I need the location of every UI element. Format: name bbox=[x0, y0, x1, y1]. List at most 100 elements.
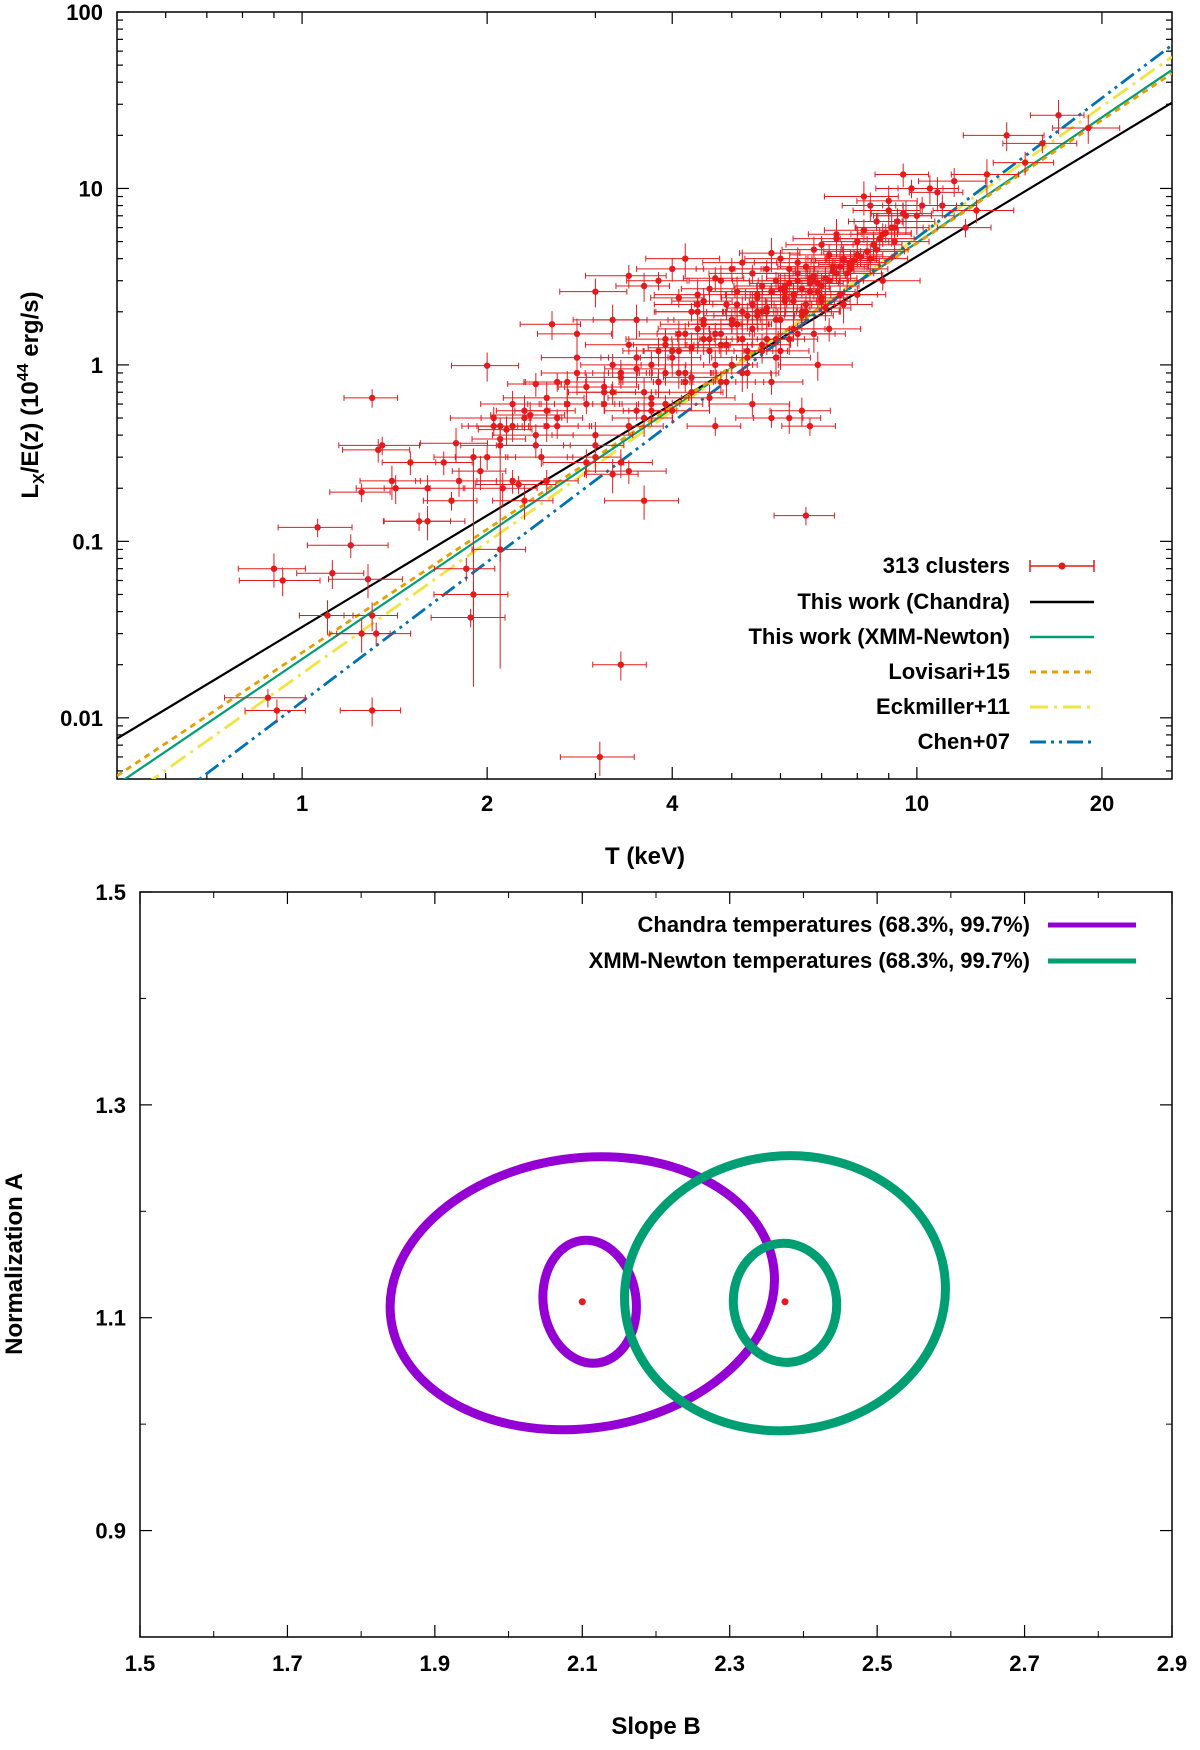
cluster-point bbox=[584, 264, 667, 289]
cluster-point bbox=[680, 275, 736, 305]
cluster-point bbox=[381, 451, 437, 476]
cluster-point bbox=[735, 409, 804, 428]
cluster-point bbox=[838, 272, 921, 291]
cluster-point bbox=[568, 381, 637, 405]
cluster-point bbox=[383, 506, 466, 541]
cluster-point bbox=[238, 567, 321, 597]
cluster-point bbox=[950, 159, 1019, 194]
cluster-point bbox=[870, 202, 933, 227]
cluster-point bbox=[383, 475, 466, 505]
contour-y-tick-label: 1.1 bbox=[95, 1306, 126, 1331]
ylabel-sub: X bbox=[31, 473, 48, 484]
cluster-point bbox=[671, 287, 733, 317]
cluster-point bbox=[882, 196, 958, 216]
cluster-point bbox=[777, 351, 853, 381]
cluster-point bbox=[788, 262, 871, 281]
cluster-point bbox=[527, 388, 603, 424]
contour-y-tick-label: 1.5 bbox=[95, 880, 126, 905]
y-tick-label: 1 bbox=[91, 353, 103, 378]
cluster-point bbox=[823, 181, 899, 216]
cluster-point bbox=[296, 560, 365, 590]
cluster-point bbox=[823, 236, 905, 271]
cluster-point bbox=[702, 249, 778, 279]
cluster-point bbox=[510, 470, 579, 494]
cluster-point bbox=[329, 618, 391, 653]
contour-x-tick-label: 2.5 bbox=[862, 1651, 893, 1676]
cluster-point bbox=[633, 329, 695, 364]
legend: 313 clusters This work (Chandra) This wo… bbox=[748, 553, 1095, 754]
lx-t-relation-chart: 1 2 4 10 20 0.01 0.1 1 10 100 LX/E(z) (1044 erg/s… bbox=[15, 0, 1173, 870]
cluster-point bbox=[557, 373, 613, 403]
contour-group bbox=[385, 1151, 950, 1436]
cluster-point bbox=[1002, 134, 1078, 154]
cluster-point bbox=[224, 689, 306, 708]
cluster-point bbox=[329, 483, 391, 502]
cluster-point bbox=[773, 506, 835, 526]
cluster-point bbox=[682, 267, 745, 291]
cluster-point bbox=[343, 602, 399, 632]
x-axis-label: T (keV) bbox=[605, 843, 685, 870]
legend-label-xmm-temps: XMM-Newton temperatures (68.3%, 99.7%) bbox=[589, 948, 1030, 973]
xmm-contour-68-3 bbox=[728, 1238, 842, 1367]
cluster-point bbox=[709, 357, 772, 393]
cluster-point bbox=[604, 485, 679, 520]
cluster-point bbox=[769, 397, 831, 427]
cluster-point bbox=[1029, 99, 1085, 135]
cluster-point bbox=[559, 278, 628, 308]
cluster-point bbox=[825, 249, 880, 274]
cluster-point bbox=[536, 318, 612, 353]
cluster-point bbox=[433, 557, 496, 582]
cluster-point bbox=[642, 342, 711, 361]
cluster-point bbox=[769, 276, 845, 311]
cluster-point bbox=[572, 304, 648, 339]
contour-y-axis-label: Normalization A bbox=[1, 1173, 28, 1355]
cluster-point bbox=[1052, 114, 1121, 144]
cluster-point bbox=[584, 449, 653, 479]
cluster-point bbox=[636, 362, 692, 386]
cluster-point bbox=[748, 287, 817, 317]
cluster-point bbox=[743, 328, 805, 352]
cluster-point bbox=[559, 741, 635, 776]
cluster-point bbox=[747, 304, 802, 339]
cluster-point bbox=[918, 168, 987, 197]
cluster-point bbox=[476, 470, 545, 494]
cluster-point bbox=[652, 373, 715, 392]
cluster-point bbox=[576, 368, 659, 388]
cluster-point bbox=[523, 371, 606, 395]
cluster-point bbox=[874, 163, 930, 188]
cluster-point bbox=[855, 212, 924, 247]
cluster-point bbox=[662, 366, 718, 391]
cluster-point bbox=[584, 459, 639, 494]
y-tick-label: 0.1 bbox=[72, 529, 103, 554]
cluster-point bbox=[411, 451, 473, 476]
contour-y-tick-label: 0.9 bbox=[95, 1519, 126, 1544]
contour-plot-frame bbox=[139, 891, 1173, 1638]
cluster-point bbox=[327, 563, 403, 599]
cluster-point bbox=[566, 444, 622, 474]
cluster-point bbox=[852, 195, 921, 230]
ylabel-main: L bbox=[17, 484, 44, 499]
chandra-contour-68-3 bbox=[538, 1235, 641, 1368]
cluster-point bbox=[671, 326, 733, 355]
fit-line-lovisari-15 bbox=[117, 72, 1172, 777]
contour-x-tick-label: 2.1 bbox=[567, 1651, 598, 1676]
legend-label-xmm: This work (XMM-Newton) bbox=[748, 624, 1010, 649]
cluster-point bbox=[650, 289, 705, 308]
cluster-point bbox=[419, 427, 488, 463]
cluster-point bbox=[897, 175, 959, 205]
cluster-point bbox=[477, 416, 533, 446]
cluster-point bbox=[422, 492, 478, 511]
cluster-point bbox=[277, 518, 353, 538]
cluster-point bbox=[359, 465, 421, 500]
cluster-point bbox=[777, 318, 846, 353]
cluster-point bbox=[615, 272, 671, 302]
contour-x-tick-label: 1.5 bbox=[125, 1651, 156, 1676]
cluster-point bbox=[739, 237, 801, 273]
contour-x-tick-label: 2.9 bbox=[1157, 1651, 1188, 1676]
cluster-point bbox=[237, 553, 306, 588]
fit-lines-group bbox=[117, 43, 1172, 779]
cluster-point bbox=[502, 382, 585, 417]
cluster-point bbox=[936, 218, 992, 238]
cluster-point bbox=[584, 460, 667, 484]
contour-legend: Chandra temperatures (68.3%, 99.7%) XMM-… bbox=[589, 912, 1136, 973]
